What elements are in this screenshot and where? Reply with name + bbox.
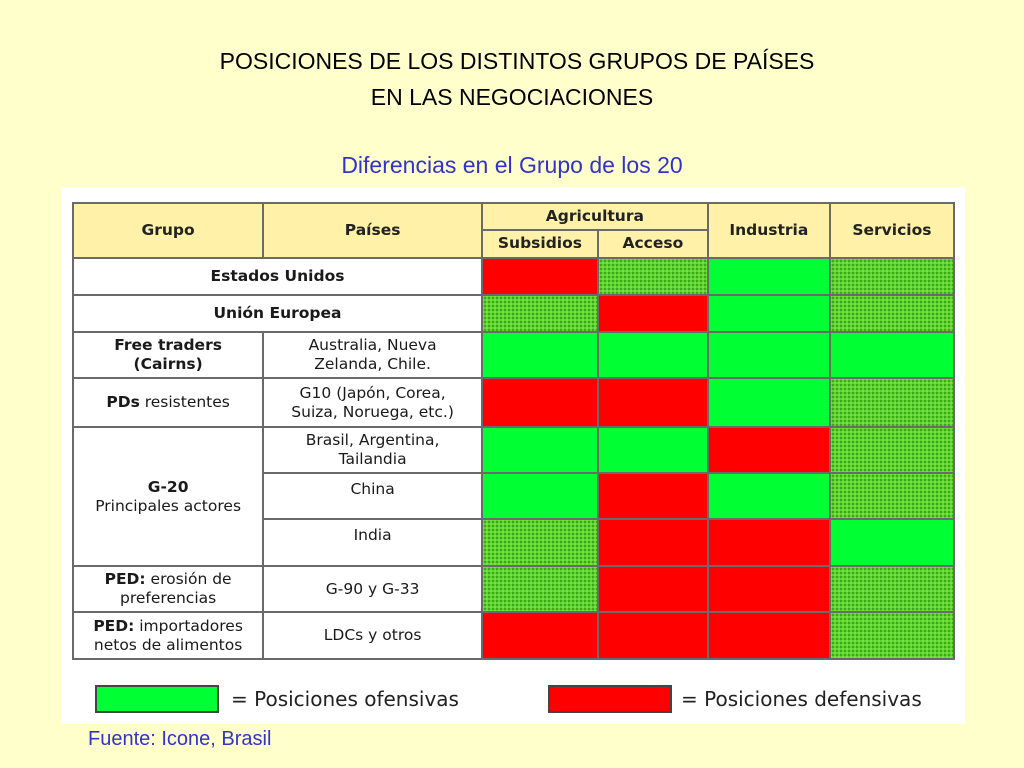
position-cell	[596, 518, 709, 567]
position-cell	[706, 256, 831, 297]
position-cell	[828, 611, 956, 660]
row-label-ped-erosion: PED: erosión de preferencias	[71, 564, 265, 614]
position-cell	[828, 564, 956, 614]
table-row: Free traders (Cairns) Australia, Nueva Zel…	[71, 331, 956, 379]
row-label-pds: PDs resistentes	[71, 376, 265, 429]
position-cell	[480, 518, 599, 567]
row-label-union-europea: Unión Europea	[72, 293, 483, 334]
paises-china: China	[262, 471, 483, 521]
position-cell	[828, 331, 956, 379]
position-cell	[480, 564, 599, 614]
position-cell	[480, 256, 599, 297]
position-cell	[706, 518, 831, 567]
table-row: China	[73, 471, 956, 521]
position-cell	[596, 293, 709, 334]
title-line-1: POSICIONES DE LOS DISTINTOS GRUPOS DE PA…	[219, 48, 815, 74]
position-cell	[828, 376, 956, 429]
position-cell	[596, 331, 709, 379]
paises-free-traders: Australia, Nueva Zelanda, Chile.	[262, 331, 483, 379]
position-cell	[596, 376, 709, 429]
table-panel: Grupo Países Agricultura Industria Servi…	[61, 187, 965, 724]
subtitle: Diferencias en el Grupo de los 20	[341, 152, 683, 178]
table-row: Unión Europea	[72, 293, 956, 334]
legend-red-swatch	[548, 685, 672, 713]
table-row: G-20 Principales actores Brasil, Argentin…	[71, 426, 956, 567]
position-cell	[828, 293, 956, 334]
position-cell	[706, 376, 831, 429]
row-label-estados-unidos: Estados Unidos	[72, 256, 483, 297]
position-cell	[596, 256, 709, 297]
position-cell	[596, 426, 709, 474]
header-grupo: Grupo	[71, 202, 265, 259]
row-label-ped-importadores: PED: importadores netos de alimentos	[71, 611, 265, 660]
legend-green-swatch	[95, 685, 219, 713]
position-cell	[828, 256, 956, 297]
header-industria: Industria	[706, 202, 831, 259]
position-cell	[480, 471, 599, 521]
header-servicios: Servicios	[828, 202, 956, 259]
table-row: PDs resistentes G10 (Japón, Corea, Suiza,…	[71, 376, 956, 429]
position-cell	[596, 611, 709, 660]
position-cell	[480, 426, 599, 474]
position-cell	[828, 518, 956, 567]
paises-pds: G10 (Japón, Corea, Suiza, Noruega, etc.)	[262, 376, 483, 429]
table-row: Estados Unidos	[72, 256, 956, 297]
position-cell	[480, 611, 599, 660]
row-label-free-traders: Free traders (Cairns)	[71, 331, 265, 379]
position-cell	[828, 471, 956, 521]
position-cell	[480, 331, 599, 379]
position-cell	[828, 426, 956, 474]
table-row: PED: importadores netos de alimentos LDCs…	[71, 611, 956, 660]
legend-defensivas: = Posiciones defensivas	[681, 687, 922, 711]
paises-india: India	[262, 518, 483, 567]
position-cell	[706, 611, 831, 660]
table-row: India	[73, 518, 956, 567]
header-agricultura: Agricultura	[480, 201, 709, 232]
table-row: PED: erosión de preferencias G-90 y G-33	[71, 564, 956, 614]
source-note: Fuente: Icone, Brasil	[88, 728, 272, 750]
position-cell	[596, 471, 709, 521]
position-cell	[706, 564, 831, 614]
paises-brasil: Brasil, Argentina, Tailandia	[262, 426, 483, 474]
position-cell	[480, 293, 599, 334]
header-paises: Países	[262, 202, 483, 259]
header-subsidios: Subsidios	[480, 229, 599, 259]
position-cell	[596, 564, 709, 614]
position-cell	[706, 293, 831, 334]
position-cell	[706, 471, 831, 521]
header-acceso: Acceso	[596, 229, 709, 259]
legend-ofensivas: = Posiciones ofensivas	[231, 687, 459, 711]
paises-g90: G-90 y G-33	[262, 564, 483, 614]
row-label-g20: G-20 Principales actores	[71, 426, 265, 567]
position-cell	[706, 426, 831, 474]
positions-table: Grupo Países Agricultura Industria Servi…	[71, 201, 956, 660]
paises-ldcs: LDCs y otros	[262, 611, 483, 660]
position-cell	[480, 376, 599, 429]
position-cell	[706, 331, 831, 379]
title-line-2: EN LAS NEGOCIACIONES	[370, 84, 654, 110]
